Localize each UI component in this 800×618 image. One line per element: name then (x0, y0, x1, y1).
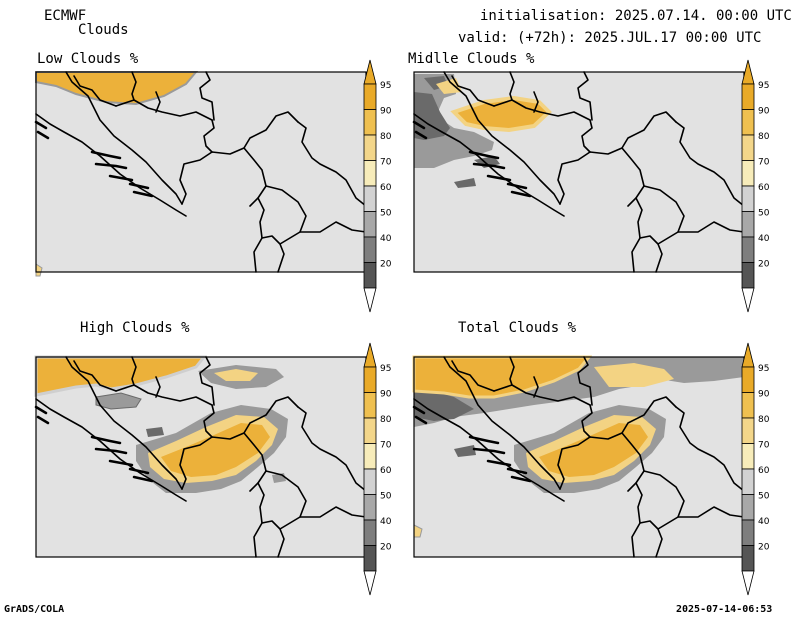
colorbar-segment (363, 417, 377, 444)
colorbar-label: 90 (758, 390, 770, 400)
colorbar-arrow-bottom (741, 287, 755, 313)
colorbar-label: 60 (380, 466, 392, 476)
colorbar-arrow-top (741, 342, 755, 368)
panel-title-high: High Clouds % (80, 320, 190, 336)
colorbar-label: 50 (758, 209, 770, 219)
colorbar-label: 80 (380, 132, 392, 142)
colorbar-label: 80 (758, 132, 770, 142)
colorbar-segment (741, 545, 755, 572)
colorbar-segment (363, 160, 377, 187)
colorbar-segment (741, 519, 755, 546)
product-name: Clouds (78, 22, 129, 38)
map-low-clouds (34, 70, 368, 277)
colorbar-label: 90 (758, 107, 770, 117)
colorbar-low: 95 90 80 70 60 50 40 20 (363, 59, 392, 313)
colorbar-segment (741, 211, 755, 238)
colorbar-label: 80 (380, 415, 392, 425)
colorbar-label: 70 (380, 158, 392, 168)
colorbar-segment (363, 519, 377, 546)
colorbar-segment (363, 134, 377, 161)
colorbar-segment (363, 83, 377, 110)
colorbar-label: 90 (380, 107, 392, 117)
colorbar-label: 40 (380, 234, 392, 244)
colorbar-label: 95 (758, 364, 769, 374)
colorbar-segment (741, 160, 755, 187)
colorbar-label: 20 (380, 260, 392, 270)
colorbar-label: 40 (758, 517, 770, 527)
colorbar-segment (363, 262, 377, 289)
colorbar-segment (363, 468, 377, 495)
colorbar-segment (363, 185, 377, 212)
colorbar-middle: 95 90 80 70 60 50 40 20 (741, 59, 770, 313)
colorbar-segment (741, 468, 755, 495)
colorbar-segment (741, 417, 755, 444)
colorbar-segment (741, 262, 755, 289)
model-name: ECMWF (44, 8, 87, 24)
colorbar-label: 40 (758, 234, 770, 244)
colorbar-label: 50 (758, 492, 770, 502)
valid-time: valid: (+72h): 2025.JUL.17 00:00 UTC (458, 30, 762, 46)
colorbar-segment (741, 443, 755, 470)
colorbar-label: 70 (758, 441, 770, 451)
colorbar-total: 95 90 80 70 60 50 40 20 (741, 342, 770, 596)
colorbar-label: 20 (380, 543, 392, 553)
colorbar-segment (363, 236, 377, 263)
colorbar-segment (741, 236, 755, 263)
panel-title-middle: Midlle Clouds % (408, 51, 535, 67)
colorbar-arrow-bottom (363, 287, 377, 313)
colorbar-label: 20 (758, 543, 770, 553)
colorbar-segment (741, 185, 755, 212)
colorbar-segment (363, 109, 377, 136)
colorbar-segment (363, 366, 377, 393)
colorbar-label: 50 (380, 492, 392, 502)
colorbar-label: 60 (758, 183, 770, 193)
footer-timestamp: 2025-07-14-06:53 (676, 604, 773, 615)
colorbar-segment (741, 109, 755, 136)
colorbar-high: 95 90 80 70 60 50 40 20 (363, 342, 392, 596)
map-total-clouds (412, 355, 746, 559)
colorbar-label: 40 (380, 517, 392, 527)
panel-title-total: Total Clouds % (458, 320, 577, 336)
colorbar-label: 70 (380, 441, 392, 451)
colorbar-segment (741, 392, 755, 419)
colorbar-label: 95 (380, 364, 391, 374)
map-middle-clouds (412, 70, 746, 274)
colorbar-label: 70 (758, 158, 770, 168)
colorbar-segment (363, 211, 377, 238)
colorbar-label: 50 (380, 209, 392, 219)
colorbar-label: 60 (758, 466, 770, 476)
colorbar-arrow-top (363, 342, 377, 368)
colorbar-arrow-bottom (363, 570, 377, 596)
init-time: initialisation: 2025.07.14. 00:00 UTC (480, 8, 792, 24)
colorbar-label: 20 (758, 260, 770, 270)
map-high-clouds (34, 355, 368, 559)
colorbar-segment (363, 443, 377, 470)
panel-title-low: Low Clouds % (37, 51, 139, 67)
colorbar-label: 80 (758, 415, 770, 425)
colorbar-segment (363, 545, 377, 572)
colorbar-label: 95 (380, 81, 391, 91)
colorbar-label: 95 (758, 81, 769, 91)
colorbar-segment (363, 494, 377, 521)
colorbar-segment (741, 83, 755, 110)
colorbar-segment (741, 366, 755, 393)
colorbar-segment (741, 494, 755, 521)
footer-software: GrADS/COLA (4, 604, 65, 615)
colorbar-segment (363, 392, 377, 419)
colorbar-label: 90 (380, 390, 392, 400)
colorbar-arrow-bottom (741, 570, 755, 596)
colorbar-segment (741, 134, 755, 161)
colorbar-label: 60 (380, 183, 392, 193)
